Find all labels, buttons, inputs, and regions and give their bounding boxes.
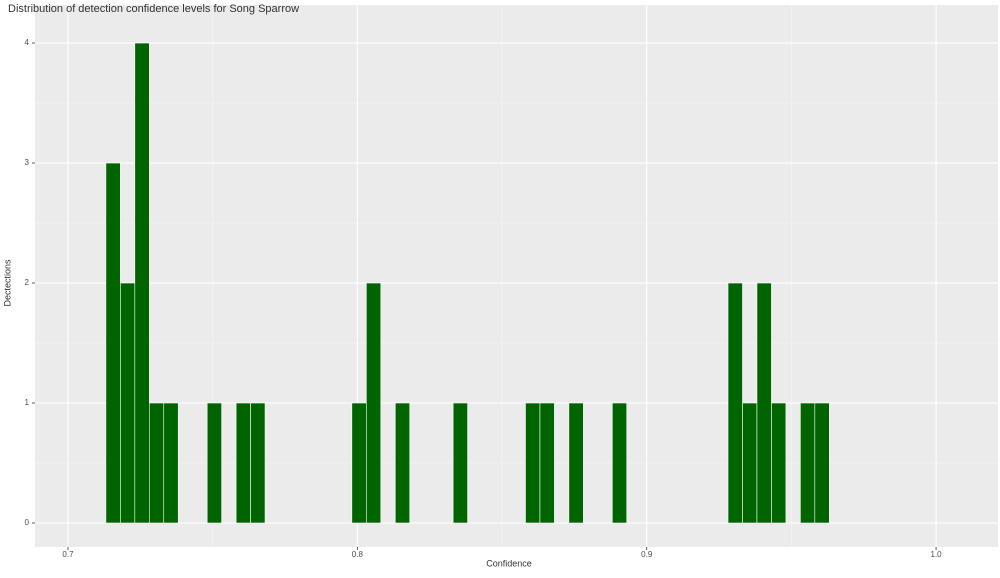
bars: [105, 42, 830, 524]
y-tick-label: 0: [25, 518, 30, 527]
y-tick-label: 2: [25, 278, 30, 287]
bar: [539, 402, 555, 524]
bar: [366, 282, 382, 524]
y-axis-label: Dectections: [2, 259, 12, 307]
bar: [611, 402, 628, 524]
bar: [814, 402, 830, 524]
chart-title: Distribution of detection confidence lev…: [8, 3, 299, 15]
bar: [134, 42, 150, 524]
bar: [163, 402, 179, 524]
bar: [394, 402, 411, 524]
bar: [525, 402, 541, 524]
bar: [148, 402, 165, 524]
panel: [35, 5, 998, 547]
bar: [120, 282, 136, 524]
y-tick-label: 1: [25, 398, 30, 407]
bar: [105, 162, 121, 524]
x-tick-label: 0.9: [641, 550, 653, 559]
bar: [771, 402, 787, 524]
bar: [250, 402, 266, 524]
x-tick-label: 0.7: [62, 550, 74, 559]
x-axis-label: Confidence: [486, 558, 532, 568]
bar: [351, 402, 367, 524]
bar: [568, 402, 584, 524]
bar: [800, 402, 816, 524]
bar: [452, 402, 468, 524]
bar: [742, 402, 758, 524]
x-tick-label: 1.0: [931, 550, 943, 559]
bar: [756, 282, 772, 524]
x-tick-label: 0.8: [352, 550, 364, 559]
bar: [727, 282, 743, 524]
bar: [235, 402, 251, 524]
y-tick-label: 4: [25, 38, 30, 47]
bar: [206, 402, 222, 524]
grid: [35, 5, 998, 547]
y-tick-label: 3: [25, 158, 30, 167]
